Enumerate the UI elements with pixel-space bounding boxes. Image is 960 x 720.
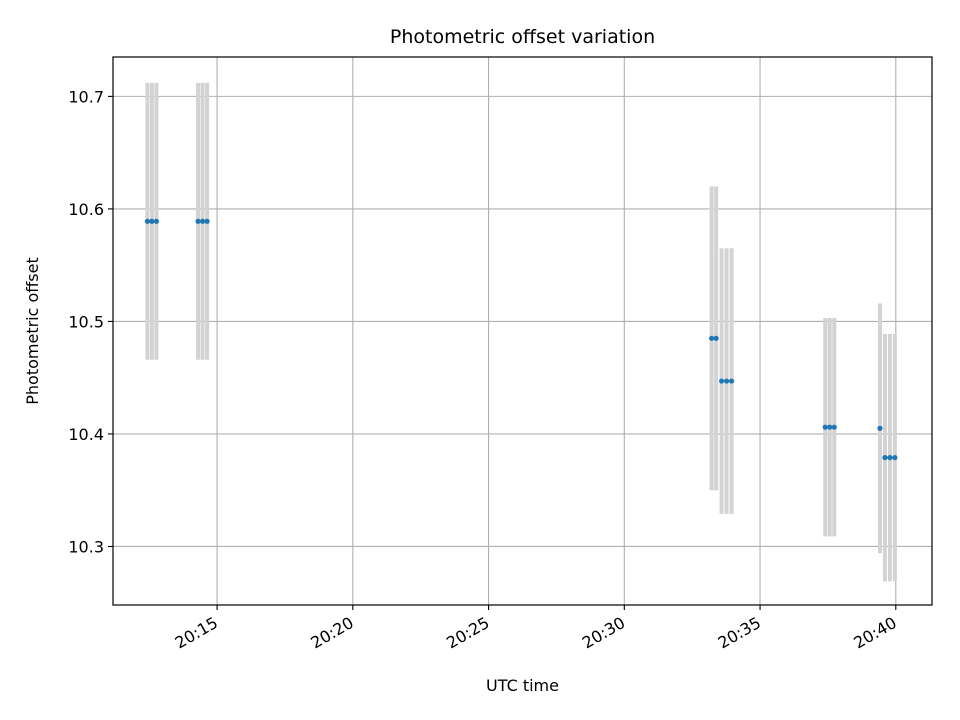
- y-tick-label: 10.4: [68, 425, 104, 444]
- y-axis-label: Photometric offset: [23, 257, 42, 405]
- data-point: [199, 218, 206, 224]
- data-point: [728, 378, 735, 384]
- data-point: [153, 218, 160, 224]
- data-point: [882, 454, 888, 461]
- data-point: [204, 218, 210, 224]
- grid: [113, 57, 932, 605]
- x-axis-label: UTC time: [486, 676, 559, 695]
- y-tick-label: 10.6: [68, 200, 104, 219]
- data-point: [149, 218, 155, 224]
- data-point: [822, 424, 828, 430]
- data-point: [144, 218, 150, 224]
- data-points: [144, 218, 898, 461]
- data-point: [827, 424, 833, 430]
- data-point: [892, 454, 898, 461]
- data-point: [713, 335, 719, 341]
- plot-area-frame: [112, 56, 933, 606]
- data-point: [718, 378, 725, 384]
- data-point: [831, 424, 837, 430]
- data-point: [709, 335, 715, 341]
- y-tick-label: 10.3: [68, 537, 104, 556]
- data-point: [887, 454, 893, 461]
- y-axis-ticks: 10.3 10.4 10.5 10.6 10.7: [68, 87, 113, 556]
- data-point: [723, 378, 730, 384]
- y-tick-label: 10.7: [68, 87, 104, 106]
- y-tick-label: 10.5: [68, 312, 104, 331]
- data-point: [877, 425, 883, 431]
- data-point: [195, 218, 201, 224]
- chart-title: Photometric offset variation: [390, 26, 655, 48]
